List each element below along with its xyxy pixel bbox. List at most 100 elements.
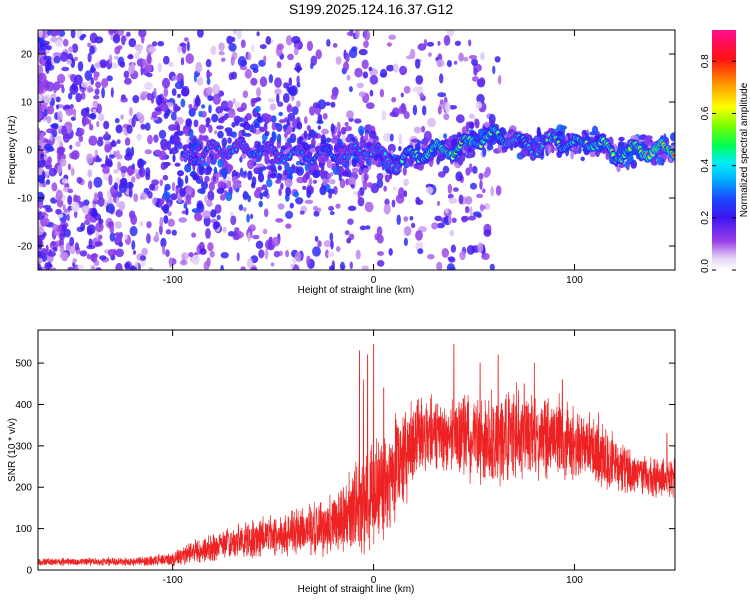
spectrogram-noise-cell	[110, 140, 117, 148]
spectrogram-noise-cell	[165, 249, 170, 257]
spectrogram-noise-cell	[128, 64, 135, 75]
spectrogram-noise-cell	[330, 93, 338, 100]
x-tick-label: 100	[566, 275, 583, 286]
spectrogram-band-cell	[247, 170, 253, 181]
spectrogram-band-cell	[253, 122, 260, 129]
spectrogram-noise-cell	[73, 108, 77, 118]
spectrogram-noise-cell	[40, 132, 45, 142]
spectrogram-noise-cell	[136, 133, 142, 141]
spectrogram-band-cell	[207, 95, 214, 101]
spectrogram-noise-cell	[47, 105, 55, 115]
spectrogram-noise-cell	[56, 135, 62, 142]
spectrogram-noise-cell	[212, 221, 219, 230]
spectrogram-noise-cell	[144, 122, 151, 131]
spectrogram-noise-cell	[124, 77, 132, 85]
spectrogram-noise-cell	[276, 43, 284, 50]
spectrogram-noise-cell	[113, 169, 119, 174]
spectrogram-noise-cell	[104, 144, 111, 153]
spectrogram-noise-cell	[86, 85, 93, 93]
spectrogram-noise-cell	[495, 185, 502, 196]
spectrogram-noise-cell	[56, 198, 64, 208]
x-tick-label: 0	[371, 275, 377, 286]
spectrogram-noise-cell	[56, 164, 63, 174]
spectrogram-noise-cell	[489, 263, 495, 270]
spectrogram-band-cell	[213, 166, 218, 175]
spectrogram-noise-cell	[448, 197, 457, 204]
spectrogram-noise-cell	[243, 132, 252, 137]
spectrogram-noise-cell	[113, 55, 119, 60]
spectrogram-noise-cell	[220, 264, 224, 270]
spectrogram-noise-cell	[199, 248, 207, 255]
spectrogram-band-cell	[277, 165, 282, 171]
y-tick-label: 10	[21, 98, 33, 109]
spectrogram-band-cell	[556, 130, 563, 136]
spectrogram-noise-cell	[464, 196, 473, 205]
spectrogram-noise-cell	[346, 110, 354, 119]
spectrogram-noise-cell	[312, 246, 321, 257]
spectrogram-band-cell	[310, 133, 318, 139]
spectrogram-band-cell	[342, 170, 350, 177]
y-tick-label: 0	[26, 146, 32, 157]
spectrogram-noise-cell	[415, 230, 423, 241]
spectrogram-noise-cell	[53, 81, 61, 91]
spectrogram-band-cell	[198, 124, 207, 134]
spectrogram-noise-cell	[129, 226, 138, 237]
spectrogram-noise-cell	[146, 233, 151, 244]
spectrogram-noise-cell	[90, 77, 95, 86]
spectrogram-band-cell	[236, 107, 245, 113]
spectrogram-band-cell	[351, 136, 355, 142]
spectrogram-noise-cell	[383, 132, 392, 142]
spectrogram-noise-cell	[214, 204, 222, 214]
spectrogram-noise-cell	[332, 43, 338, 48]
spectrogram-noise-cell	[289, 202, 294, 209]
spectrogram-noise-cell	[57, 110, 63, 122]
spectrogram-noise-cell	[447, 30, 455, 37]
spectrogram-noise-cell	[149, 183, 156, 191]
spectrogram-band-cell	[591, 125, 599, 136]
spectrogram-band-cell	[180, 98, 186, 108]
spectrogram-noise-cell	[218, 42, 225, 51]
spectrogram-noise-cell	[364, 201, 374, 213]
spectrogram-noise-cell	[395, 194, 405, 204]
spectrogram-noise-cell	[396, 214, 401, 226]
spectrogram-band-cell	[205, 122, 210, 128]
spectrogram-band-cell	[247, 195, 252, 203]
spectrogram-noise-cell	[117, 161, 122, 171]
spectrogram-noise-cell	[434, 215, 443, 222]
spectrogram-noise-cell	[114, 117, 120, 124]
spectrogram-noise-cell	[215, 106, 224, 114]
spectrogram-band-cell	[321, 128, 329, 135]
spectrogram-noise-cell	[294, 251, 302, 262]
x-tick-label: 0	[371, 575, 377, 586]
spectrogram-noise-cell	[41, 170, 46, 180]
spectrogram-noise-cell	[142, 58, 147, 68]
spectrogram-band-cell	[285, 186, 291, 197]
spectrogram-noise-cell	[492, 65, 496, 75]
spectrogram-band-cell	[169, 150, 173, 155]
spectrogram-noise-cell	[412, 104, 418, 116]
spectrogram-noise-cell	[247, 52, 252, 61]
spectrogram-band-cell	[340, 126, 347, 135]
spectrogram-noise-cell	[286, 104, 293, 113]
spectrogram-band-cell	[216, 187, 225, 194]
spectrogram-band-cell	[160, 142, 169, 151]
spectrogram-noise-cell	[99, 255, 107, 261]
spectrogram-noise-cell	[46, 115, 52, 124]
spectrogram-noise-cell	[65, 125, 73, 134]
spectrogram-noise-cell	[146, 53, 152, 65]
spectrogram-noise-cell	[115, 248, 124, 258]
spectrogram-noise-cell	[335, 56, 342, 65]
spectrogram-noise-cell	[138, 30, 147, 38]
spectrogram-noise-cell	[133, 193, 139, 203]
spectrogram-noise-cell	[365, 102, 375, 110]
spectrogram-noise-cell	[317, 240, 322, 248]
spectrogram-band-cell	[259, 127, 266, 133]
spectrogram-noise-cell	[117, 45, 123, 50]
colorbar-ticks: 0.0 0.2 0.4 0.6 0.8	[700, 54, 736, 273]
spectrogram-band-cell	[220, 167, 228, 176]
spectrogram-noise-cell	[226, 35, 234, 45]
spectrogram-noise-cell	[103, 133, 111, 141]
spectrogram-noise-cell	[181, 43, 187, 54]
spectrogram-band-cell	[231, 175, 239, 184]
spectrogram-noise-cell	[66, 214, 70, 222]
